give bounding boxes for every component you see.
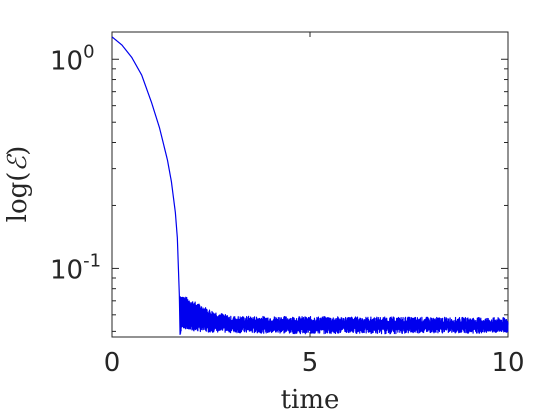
series-line <box>111 36 509 335</box>
x-tick-label-2: 10 <box>491 348 524 378</box>
x-tick-label-0: 0 <box>104 348 121 378</box>
plot-area <box>111 31 509 338</box>
y-axis-label: log(ℰ) <box>3 146 33 223</box>
y-tick-label-0: 100 <box>50 41 95 76</box>
x-axis-label: time <box>281 385 340 415</box>
y-tick-label-1: 10-1 <box>50 250 101 285</box>
x-tick-label-1: 5 <box>302 348 319 378</box>
